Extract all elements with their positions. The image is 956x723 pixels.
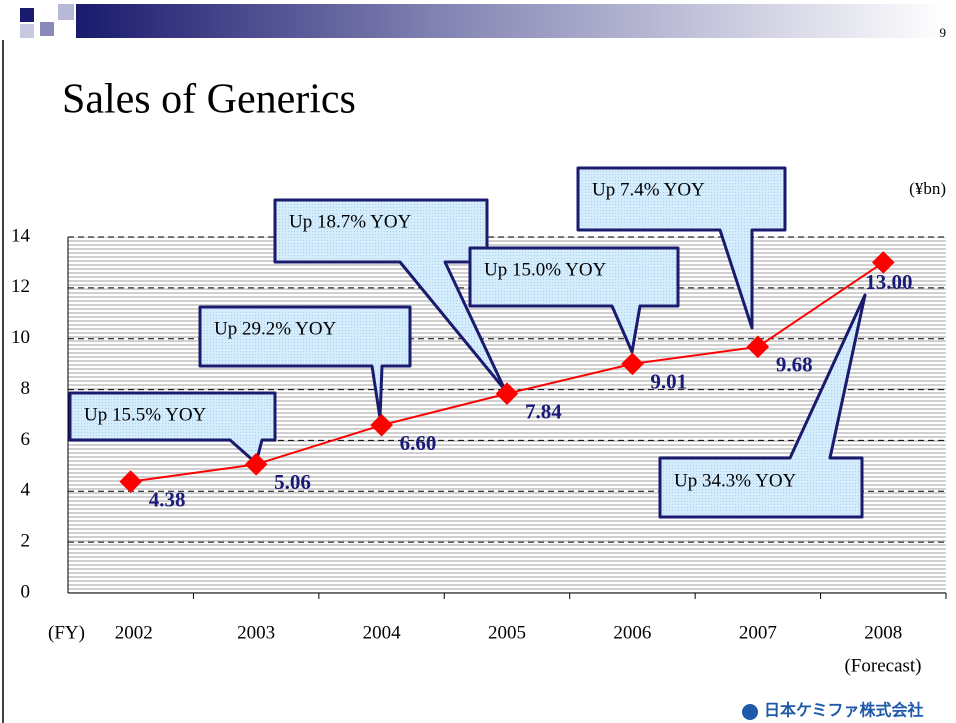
forecast-label: (Forecast) (844, 655, 921, 676)
x-tick-label: 2006 (613, 622, 651, 643)
value-label: 7.84 (525, 399, 562, 423)
value-label: 4.38 (149, 487, 186, 511)
y-tick-label: 2 (21, 531, 31, 552)
x-prefix: (FY) (48, 622, 85, 643)
x-tick-label: 2005 (488, 622, 526, 643)
callout-text: Up 7.4% YOY (592, 179, 705, 200)
unit-label: (¥bn) (909, 179, 946, 198)
x-tick-label: 2004 (363, 622, 402, 643)
y-tick-label: 8 (21, 378, 31, 399)
callout-text: Up 34.3% YOY (674, 470, 797, 491)
y-tick-label: 4 (21, 480, 31, 501)
x-tick-label: 2003 (237, 622, 275, 643)
value-label: 13.00 (865, 270, 912, 294)
callout (273, 198, 507, 392)
callout-text: Up 15.5% YOY (84, 404, 207, 425)
marker (621, 352, 644, 376)
deco (20, 24, 34, 38)
callout-text: Up 15.0% YOY (484, 259, 607, 280)
deco (20, 8, 34, 22)
deco (40, 22, 54, 36)
header-band (76, 4, 946, 38)
callout-text: Up 18.7% YOY (289, 211, 412, 232)
y-tick-label: 12 (11, 276, 30, 297)
y-tick-label: 10 (11, 327, 30, 348)
value-label: 6.60 (400, 431, 437, 455)
marker (370, 413, 393, 437)
value-label: 9.01 (650, 370, 687, 394)
callout (468, 246, 680, 354)
page-number: 9 (940, 25, 947, 40)
deco (58, 4, 74, 20)
callout-text: Up 29.2% YOY (214, 318, 337, 339)
marker (746, 335, 770, 359)
x-tick-label: 2007 (739, 622, 777, 643)
callout (198, 305, 412, 420)
value-label: 5.06 (274, 470, 311, 494)
logo: 日本ケミファ株式会社 (764, 701, 924, 720)
marker (495, 382, 519, 405)
marker (871, 251, 895, 274)
y-tick-label: 0 (21, 581, 31, 602)
value-label: 9.68 (776, 353, 813, 377)
plot: 0 2 4 6 8 10 12 14 2002 2003 2004 2005 2006 2007 2008 U… (11, 166, 947, 643)
slide-title: Sales of Generics (62, 77, 356, 123)
slide-content: 9 Sales of Generics (¥bn) (FY) (Forecast… (2, 4, 947, 723)
logo-icon (742, 704, 758, 720)
x-tick-label: 2002 (115, 622, 153, 643)
x-tick-label: 2008 (864, 622, 902, 643)
callout (68, 391, 277, 465)
callout (576, 166, 787, 330)
y-tick-label: 14 (11, 225, 31, 246)
y-tick-label: 6 (21, 429, 31, 450)
callout (658, 293, 867, 519)
